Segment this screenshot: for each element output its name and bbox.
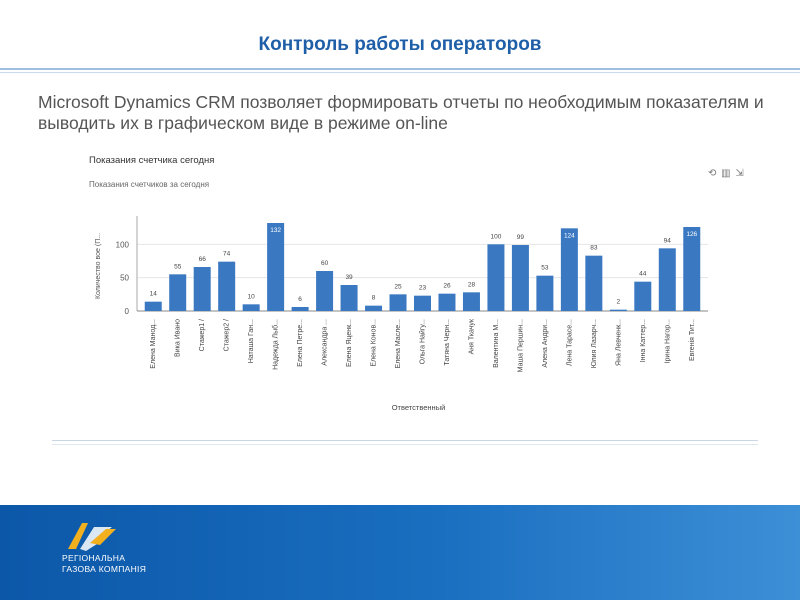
chart-bar: [340, 285, 358, 311]
x-tick-label: Елена Манод...: [150, 319, 157, 369]
x-tick-label: Стажер2 /: [224, 319, 231, 351]
x-tick-label: Лена Тарасе...: [566, 319, 573, 366]
chart-bar: [536, 275, 554, 311]
data-label: 26: [443, 283, 451, 290]
chart-bar: [193, 267, 211, 311]
x-tick-label: Елена Масле...: [395, 319, 402, 369]
chart-bar: [462, 292, 480, 311]
data-label: 66: [199, 256, 207, 263]
x-tick-label: Вика Ивано: [175, 319, 182, 357]
data-label: 14: [150, 291, 158, 298]
chart-toolbar[interactable]: ⟲ ▥ ⇲: [708, 168, 745, 179]
chart-bar: [169, 274, 187, 311]
y-tick-label: 100: [116, 240, 130, 249]
chart-bar: [316, 271, 334, 311]
page-title: Контроль работы операторов: [258, 34, 542, 55]
x-tick-label: Валентина М...: [493, 319, 500, 368]
company-line-1: РЕГІОНАЛЬНА: [62, 553, 126, 563]
data-label: 83: [590, 245, 598, 252]
data-label: 53: [541, 265, 549, 272]
x-tick-label: Татяна Черн...: [444, 319, 451, 366]
y-tick-label: 50: [120, 274, 129, 283]
chart-bar: [242, 304, 260, 311]
x-tick-label: Елена Конов...: [371, 319, 378, 367]
chart-subtitle: Показания счетчиков за сегодня: [89, 180, 210, 189]
chart-bar: [291, 307, 309, 311]
x-tick-label: Надежда Лыб...: [272, 319, 280, 370]
x-tick-label: Аня Ткачук: [468, 318, 475, 354]
data-label: 126: [686, 231, 697, 238]
y-axis-label: Количество вое (П...: [95, 233, 102, 299]
y-tick-label: 0: [125, 307, 130, 316]
data-label: 60: [321, 260, 329, 267]
data-label: 23: [419, 285, 427, 292]
x-tick-label: Наташа Ган...: [248, 319, 255, 363]
x-tick-label: Маша Першин...: [517, 319, 524, 372]
data-label: 44: [639, 271, 647, 278]
data-label: 39: [345, 274, 353, 281]
x-tick-label: Ольга Найгу...: [419, 319, 427, 364]
data-label: 55: [174, 263, 182, 270]
x-tick-label: Елена Яценк...: [346, 319, 353, 367]
chart-bar: [487, 244, 505, 311]
company-name: РЕГІОНАЛЬНА ГАЗОВА КОМПАНІЯ: [62, 553, 146, 575]
data-label: 8: [372, 295, 376, 302]
data-label: 100: [491, 233, 502, 240]
x-tick-label: Александра ...: [322, 319, 329, 366]
panel-bottom-rule: [52, 440, 758, 441]
data-label: 2: [617, 299, 621, 306]
chart-bar: [438, 293, 456, 311]
chart-bar: [144, 301, 162, 311]
x-tick-label: Юлия Лазарч...: [591, 319, 598, 368]
x-tick-label: Евгенія Тит...: [688, 319, 696, 361]
data-label: 99: [517, 234, 525, 241]
data-label: 132: [270, 227, 281, 234]
x-axis-label: Ответственный: [392, 403, 446, 412]
chart-title: Показания счетчика сегодня: [89, 155, 215, 166]
title-divider: [0, 68, 800, 70]
chart-bar: [683, 227, 701, 311]
data-label: 6: [298, 296, 302, 303]
x-tick-label: Елена Петре...: [297, 319, 304, 367]
company-line-2: ГАЗОВА КОМПАНІЯ: [62, 564, 147, 574]
chart-bar: [365, 305, 383, 311]
x-tick-label: Ірина Нагор...: [664, 319, 671, 363]
data-label: 94: [664, 237, 672, 244]
panel-bottom-rule-thin: [52, 444, 758, 445]
chart-bar: [658, 248, 676, 311]
chart-bar: [511, 245, 529, 311]
chart-bar: [634, 281, 652, 311]
chart-bar: [609, 309, 627, 311]
company-logo-icon: [68, 523, 116, 551]
data-label: 74: [223, 251, 231, 258]
chart-bar: [585, 255, 603, 311]
chart-bar: [389, 294, 407, 311]
data-label: 124: [564, 232, 575, 239]
data-label: 28: [468, 281, 476, 288]
footer-band: [0, 505, 800, 600]
title-divider-thin: [0, 72, 800, 73]
x-tick-label: Яна Левченк...: [615, 319, 622, 366]
chart-bar: [218, 261, 236, 311]
x-tick-label: Інна Каттер...: [640, 319, 647, 362]
x-tick-label: Алена Андри...: [542, 319, 549, 368]
data-label: 10: [248, 293, 256, 300]
x-tick-label: Стажер1 /: [199, 319, 206, 351]
chart-bar: [267, 223, 285, 311]
data-label: 25: [394, 283, 402, 290]
chart-bar: [414, 295, 431, 311]
chart-bar: [560, 228, 578, 311]
intro-text: Microsoft Dynamics CRM позволяет формиро…: [38, 92, 764, 133]
